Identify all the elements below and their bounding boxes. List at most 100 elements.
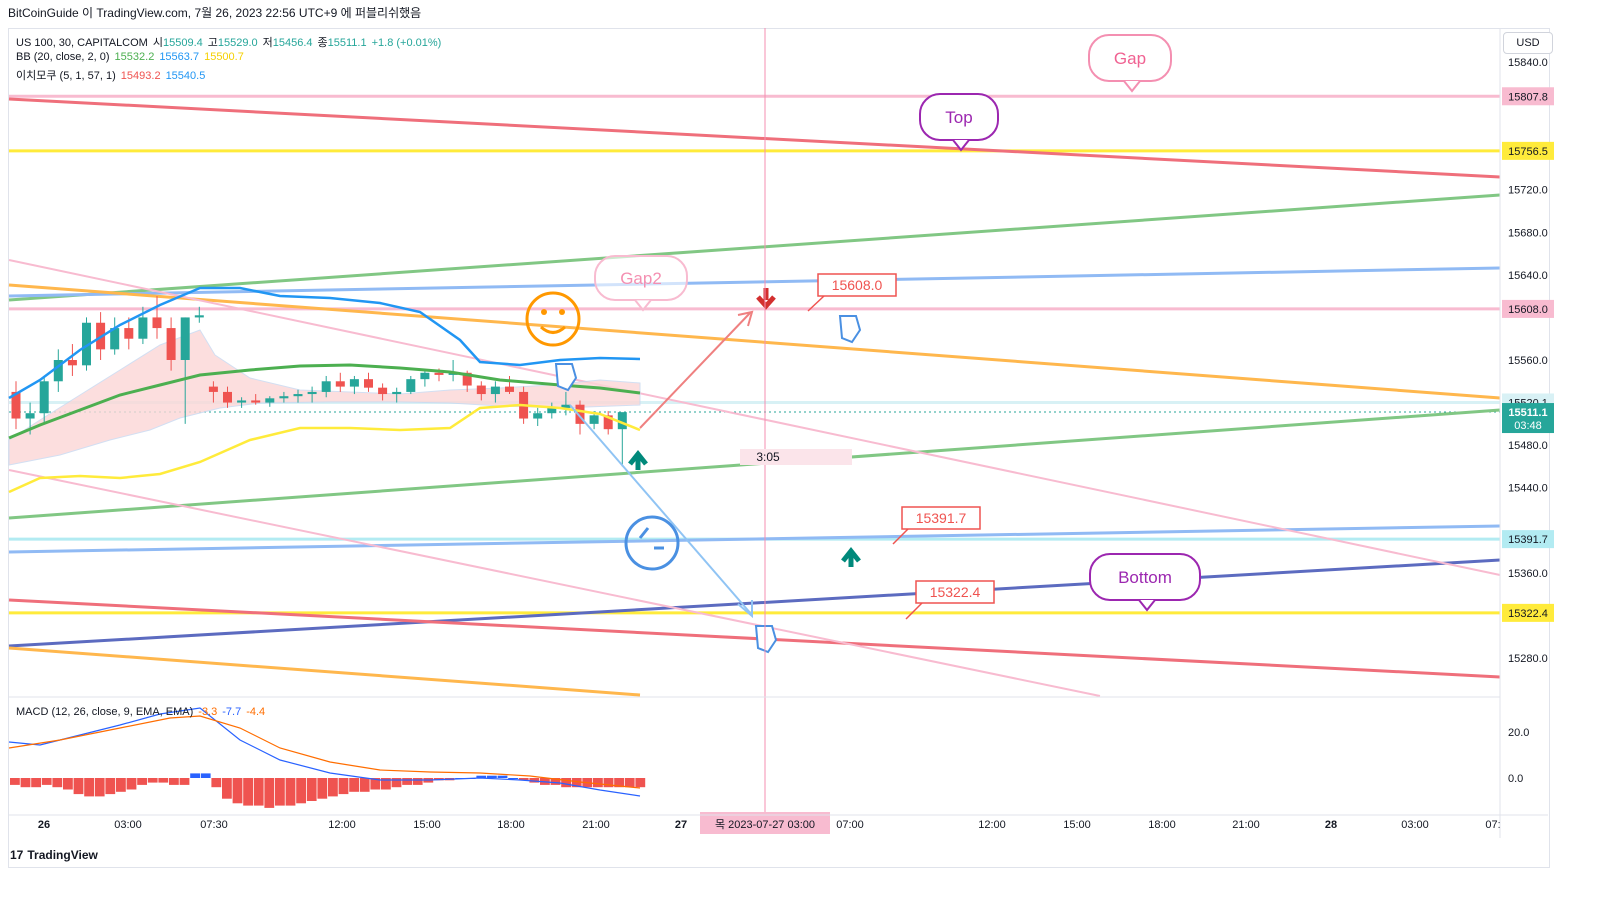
macd-v3: -4.4: [246, 706, 266, 718]
macd-histogram-bar: [137, 778, 147, 785]
trend-line: [8, 469, 1101, 697]
up-arrow-icon: [841, 546, 861, 567]
macd-histogram-bar: [20, 778, 31, 788]
candle-body: [166, 328, 176, 360]
macd-name: MACD (12, 26, close, 9, EMA, EMA): [16, 706, 194, 718]
trend-line: [8, 193, 1501, 302]
macd-histogram-bar: [476, 775, 487, 778]
price-badge-label: 15608.0: [1508, 304, 1548, 316]
macd-histogram-bar: [126, 778, 137, 790]
price-note-pointer: [807, 295, 825, 312]
candle-body: [617, 412, 627, 430]
macd-histogram-bar: [105, 778, 116, 795]
macd-histogram-bar: [264, 778, 275, 808]
tradingview-logo-icon: 17: [10, 848, 24, 862]
candle-body: [561, 404, 571, 408]
price-tick: 15720.0: [1508, 185, 1548, 197]
candle-body: [237, 400, 247, 403]
macd-histogram-bar: [603, 778, 614, 788]
price-tick: 15440.0: [1508, 483, 1548, 495]
macd-histogram-bar: [232, 778, 243, 804]
candle-body: [223, 391, 232, 403]
macd-histogram-bar: [306, 778, 317, 801]
macd-histogram-bar: [275, 778, 285, 806]
macd-histogram-bar: [518, 778, 529, 781]
candle-body: [434, 372, 444, 375]
brand-name: TradingView: [27, 848, 98, 862]
ichimoku-legend: 이치모쿠 (5, 1, 57, 1) 15493.2 15540.5: [16, 67, 210, 83]
macd-histogram-bar: [116, 778, 126, 792]
candle-body: [208, 386, 218, 392]
candle-body: [293, 394, 303, 397]
smiley-face-icon: [525, 291, 581, 347]
projection-arrow-up: [639, 312, 751, 429]
macd-histogram-bar: [508, 778, 518, 779]
price-badge-label: 15391.7: [1508, 534, 1548, 546]
high-value: 15529.0: [217, 37, 258, 49]
currency-button[interactable]: USD: [1503, 32, 1553, 54]
trend-line: [8, 558, 1501, 648]
price-badge-label: 15322.4: [1508, 608, 1548, 620]
callout-tail: [1138, 599, 1156, 612]
macd-histogram-bar: [391, 778, 402, 788]
price-note-label: 15608.0: [832, 277, 883, 293]
pointing-hand-icon: [554, 363, 578, 392]
face-icon: [624, 515, 680, 571]
candle-body: [124, 328, 134, 339]
macd-histogram-bar: [381, 778, 391, 790]
bb-basis: 15532.2: [114, 51, 155, 63]
open-value: 15509.4: [162, 37, 203, 49]
macd-histogram-bar: [158, 778, 169, 783]
candle-body: [180, 317, 190, 360]
macd-histogram-bar: [179, 778, 190, 785]
macd-histogram-bar: [84, 778, 94, 797]
macd-histogram-bar: [169, 778, 179, 785]
price-badge-label: 15807.8: [1508, 91, 1548, 103]
callout-tail: [634, 299, 652, 312]
callout-label: Gap2: [620, 269, 662, 288]
close-value: 15511.1: [327, 37, 367, 49]
time-tick: 21:00: [1232, 819, 1260, 831]
price-tick: 15560.0: [1508, 355, 1548, 367]
macd-histogram-bar: [296, 778, 306, 804]
candle-body: [251, 400, 261, 403]
macd-histogram-bar: [200, 773, 211, 778]
price-note-pointer: [892, 528, 909, 545]
current-price-badge: [1502, 403, 1554, 434]
candle-body: [406, 379, 416, 392]
down-arrow-icon: [756, 288, 776, 310]
smiley-eye-icon: [559, 309, 565, 315]
time-tick: 18:00: [1148, 819, 1176, 831]
callout-label: Top: [945, 108, 972, 127]
time-tick: 07:30: [200, 819, 228, 831]
arrow-head-icon: [737, 310, 754, 327]
candle-body: [138, 317, 148, 339]
tradingview-footer[interactable]: 17 TradingView: [10, 848, 98, 862]
price-badge-label: 15756.5: [1508, 146, 1548, 158]
macd-histogram-bar: [529, 778, 540, 783]
candle-body: [533, 413, 543, 419]
candle-body: [11, 391, 21, 419]
bb-lower: 15500.7: [204, 51, 244, 63]
price-tick: 15840.0: [1508, 57, 1548, 69]
time-tick: 15:00: [1063, 819, 1091, 831]
candle-body: [589, 415, 599, 424]
price-badge: [1502, 603, 1554, 622]
candle-body: [575, 404, 585, 424]
candle-body: [349, 379, 359, 387]
macd-v1: -3.3: [198, 706, 218, 718]
close-label: 종: [317, 37, 328, 49]
macd-histogram-bar: [328, 778, 338, 797]
candle-body: [194, 315, 204, 318]
candle-body: [67, 360, 77, 366]
price-note-label: 15322.4: [930, 584, 981, 600]
smiley-mouth-icon: [539, 325, 567, 334]
macd-histogram-bar: [561, 778, 571, 788]
candle-body: [392, 391, 402, 395]
countdown-bg: [740, 449, 852, 465]
candle-body: [476, 385, 486, 395]
current-price-countdown: 03:48: [1514, 420, 1542, 432]
price-badge: [1502, 141, 1554, 160]
candle-body: [378, 387, 388, 395]
